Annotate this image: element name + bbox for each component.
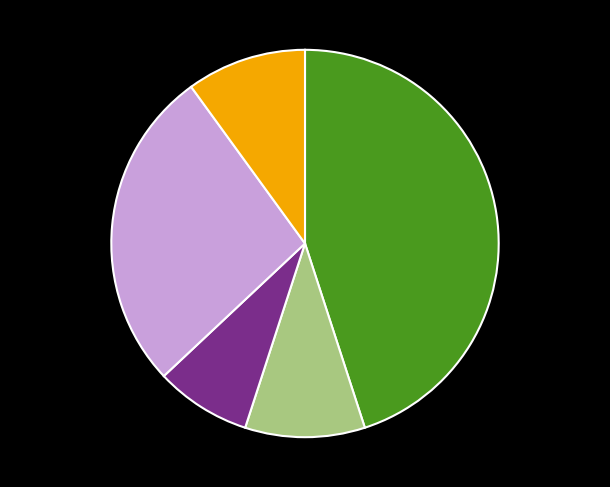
Wedge shape	[111, 87, 305, 376]
Wedge shape	[191, 50, 305, 244]
Wedge shape	[305, 50, 499, 428]
Wedge shape	[164, 244, 305, 428]
Wedge shape	[245, 244, 365, 437]
